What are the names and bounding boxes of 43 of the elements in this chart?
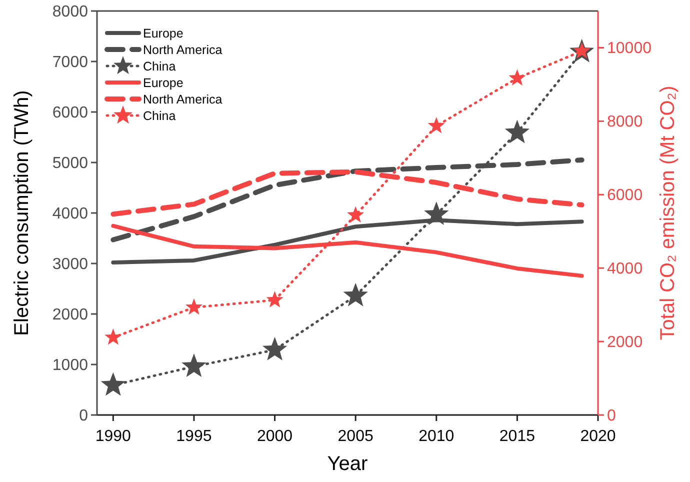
point: [428, 116, 445, 134]
y2-tick-label: 0: [607, 408, 616, 424]
legend-label: North America: [143, 43, 222, 57]
y2-tick-label: 4000: [607, 260, 643, 278]
y-tick-label: 8000: [52, 4, 88, 20]
point: [104, 328, 122, 345]
x-tick-label: 2010: [418, 428, 454, 445]
point: [504, 120, 530, 144]
y-axis-title: Electric consumption (TWh): [11, 90, 33, 336]
point: [508, 69, 526, 86]
y-tick-label: 7000: [52, 54, 88, 71]
x-tick-label: 2000: [256, 428, 293, 445]
x-tick-label: 2005: [338, 428, 374, 445]
point: [182, 354, 206, 378]
x-axis-title: Year: [327, 453, 368, 475]
y-tick-label: 5000: [52, 155, 88, 172]
y-tick-label: 4000: [52, 206, 88, 222]
y2-tick-label: 2000: [607, 334, 643, 352]
y2-tick-label: 10000: [607, 40, 652, 58]
point: [262, 336, 288, 360]
y-tick-label: 1000: [52, 357, 88, 374]
legend-label: North America: [143, 92, 222, 106]
point: [424, 202, 449, 226]
y2-tick-label: 6000: [607, 187, 643, 204]
y2-axis-title: Total CO₂ emission (Mt CO₂): [657, 86, 679, 340]
y-tick-label: 6000: [52, 104, 88, 122]
x-tick-label: 2020: [580, 428, 616, 445]
y2-tick-label: 8000: [607, 114, 643, 131]
legend-label: Europe: [143, 76, 184, 90]
legend-label: China: [143, 109, 176, 123]
y-tick-label: 2000: [52, 306, 88, 324]
point: [266, 291, 284, 308]
point: [347, 206, 364, 222]
x-tick-label: 2015: [499, 428, 536, 445]
point: [185, 298, 203, 315]
legend-label: China: [143, 60, 176, 74]
x-tick-label: 1990: [95, 428, 132, 445]
x-tick-label: 1995: [176, 428, 212, 445]
point: [343, 282, 368, 306]
y-tick-label: 3000: [52, 256, 88, 273]
y-tick-label: 0: [79, 408, 88, 424]
point: [100, 372, 126, 396]
legend-label: Europe: [143, 26, 184, 40]
